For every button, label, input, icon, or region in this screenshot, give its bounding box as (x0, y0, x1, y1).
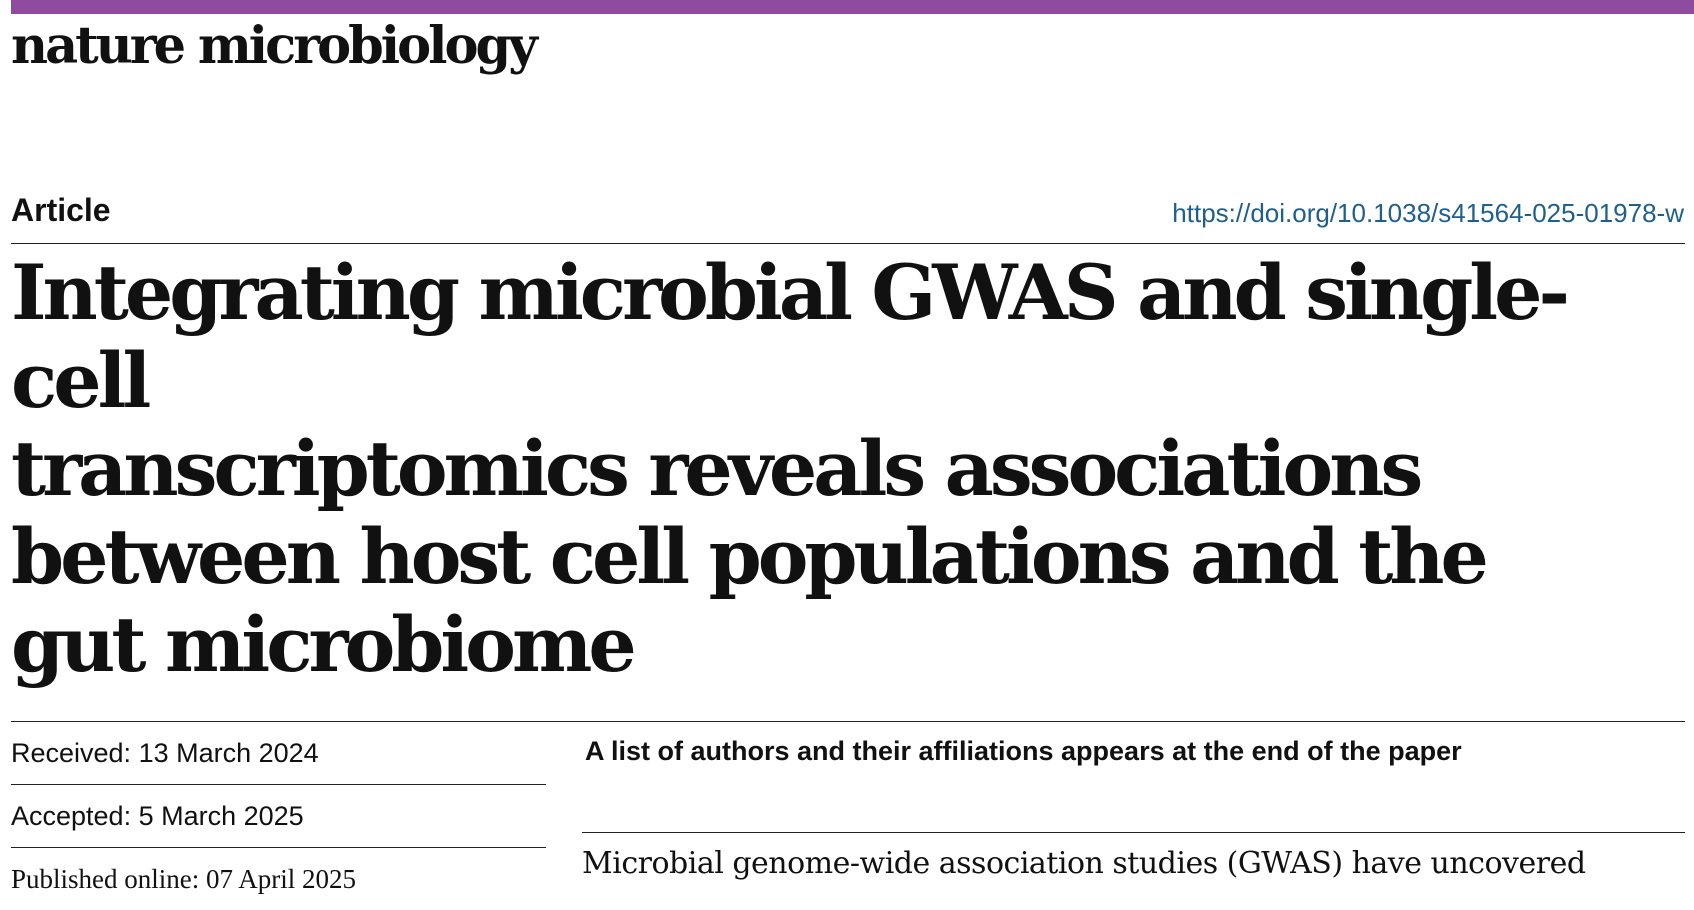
doi-link[interactable]: https://doi.org/10.1038/s41564-025-01978… (1172, 198, 1684, 228)
journal-name[interactable]: nature microbiology (11, 16, 538, 76)
title-line: between host cell populations and the (11, 512, 1489, 601)
accepted-date: Accepted: 5 March 2025 (11, 785, 546, 848)
journal-brand-bar (11, 0, 1694, 14)
article-type-label: Article (11, 192, 111, 228)
abstract-text: Microbial genome-wide association studie… (582, 846, 1586, 881)
title-line: transcriptomics reveals associations (11, 424, 1423, 513)
abstract-divider (582, 832, 1685, 833)
title-line: Integrating microbial GWAS and single-ce… (11, 248, 1570, 425)
published-date: Published online: 07 April 2025 (11, 863, 357, 894)
article-title: Integrating microbial GWAS and single-ce… (11, 249, 1681, 689)
title-line: gut microbiome (11, 600, 637, 689)
authors-affiliations-note: A list of authors and their affiliations… (585, 736, 1462, 766)
received-date: Received: 13 March 2024 (11, 722, 546, 785)
header-divider (11, 243, 1685, 244)
meta-divider (11, 721, 1685, 722)
publication-dates: Received: 13 March 2024 Accepted: 5 Marc… (11, 722, 546, 910)
